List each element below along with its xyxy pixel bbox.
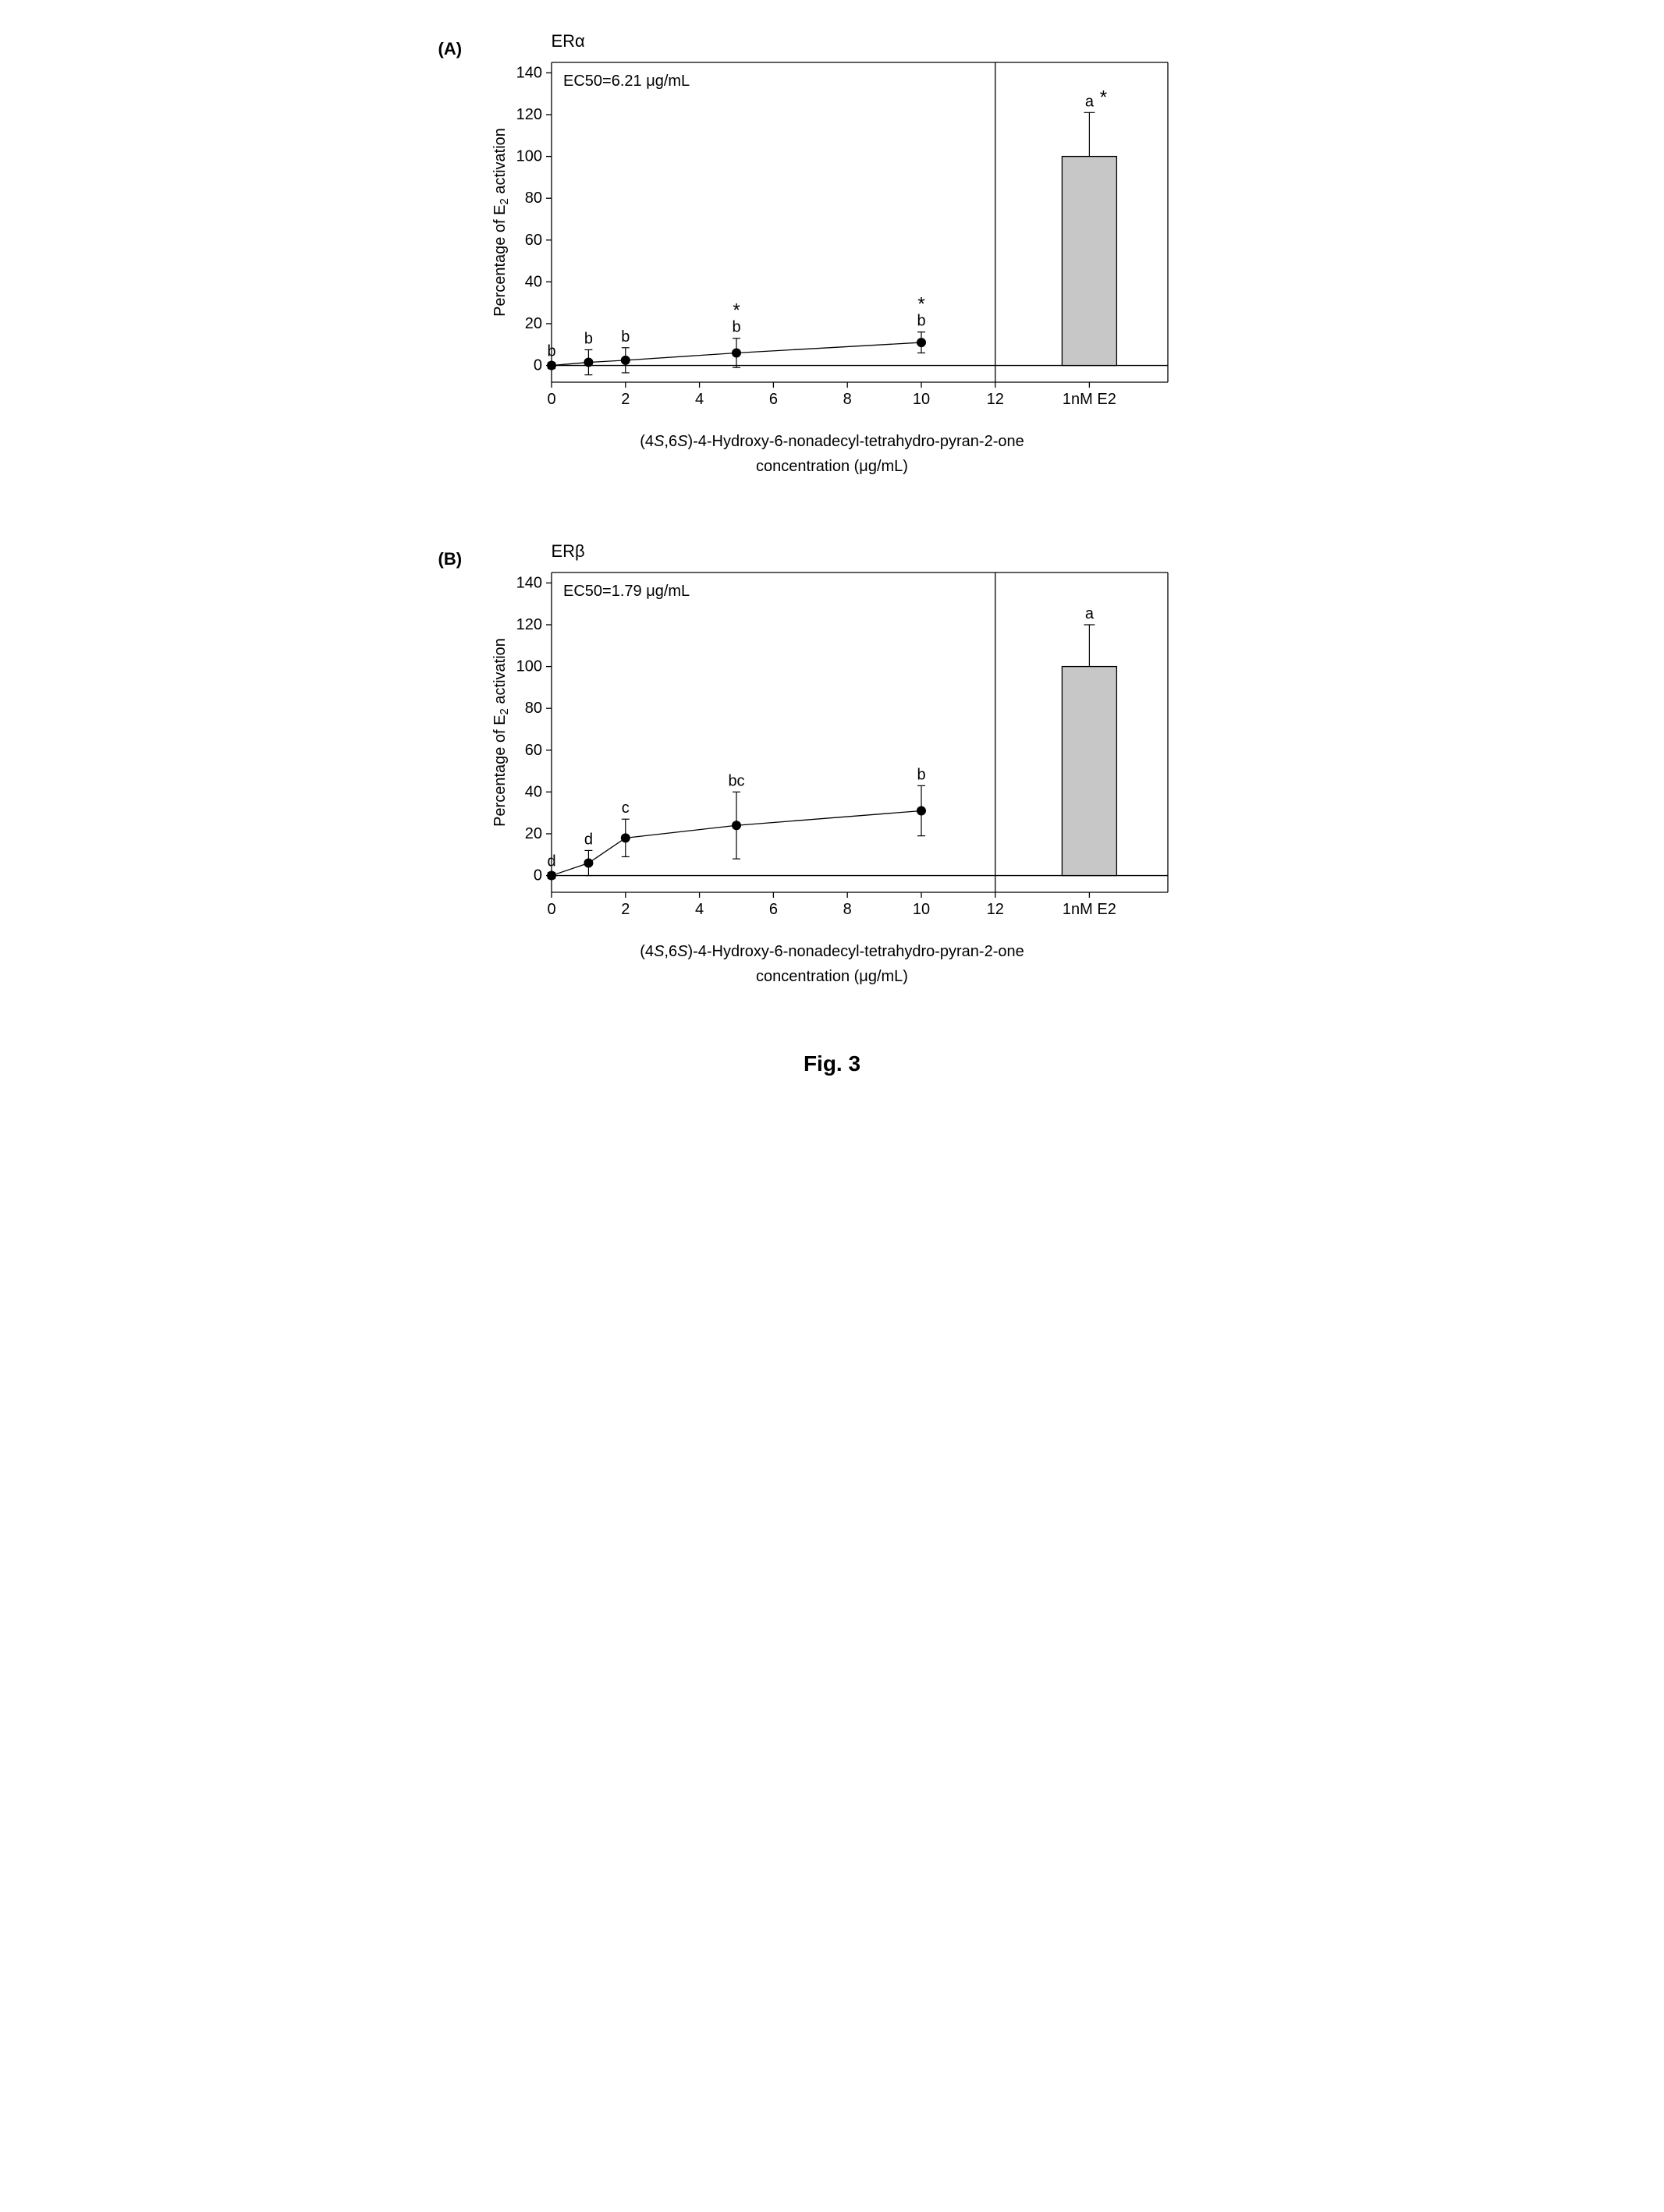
svg-text:0: 0 (547, 901, 555, 918)
panel-b-title: ERβ (552, 541, 1183, 562)
xlabel-suffix: )-4-Hydroxy-6-nonadecyl-tetrahydro-pyran… (687, 433, 1024, 450)
svg-text:b: b (917, 766, 925, 783)
svg-text:20: 20 (524, 315, 541, 332)
svg-text:0: 0 (533, 867, 541, 884)
svg-text:bc: bc (728, 772, 744, 789)
svg-text:6: 6 (768, 901, 777, 918)
xlabel-prefix: (4 (640, 943, 654, 960)
xlabel-s2: S (677, 943, 687, 960)
svg-text:4: 4 (695, 901, 704, 918)
svg-text:4: 4 (695, 391, 704, 408)
xlabel-line2: concentration (μg/mL) (756, 458, 908, 475)
xlabel-s1: S (654, 943, 664, 960)
svg-text:140: 140 (516, 64, 541, 81)
xlabel-suffix: )-4-Hydroxy-6-nonadecyl-tetrahydro-pyran… (687, 943, 1024, 960)
svg-text:80: 80 (524, 700, 541, 717)
svg-text:c: c (621, 799, 629, 817)
panel-a: (A) ERα 020406080100120140Percentage of … (481, 31, 1183, 479)
panel-b-xlabel: (4S,6S)-4-Hydroxy-6-nonadecyl-tetrahydro… (481, 939, 1183, 989)
panel-a-label: (A) (438, 39, 463, 59)
xlabel-mid: ,6 (664, 433, 677, 450)
svg-text:d: d (547, 853, 555, 870)
svg-text:0: 0 (533, 357, 541, 374)
svg-text:60: 60 (524, 742, 541, 759)
panel-b: (B) ERβ 020406080100120140Percentage of … (481, 541, 1183, 989)
svg-text:1nM E2: 1nM E2 (1062, 901, 1116, 918)
panel-b-chart: 020406080100120140Percentage of E2 activ… (481, 565, 1183, 931)
xlabel-s1: S (654, 433, 664, 450)
svg-text:120: 120 (516, 616, 541, 633)
svg-text:2: 2 (621, 901, 630, 918)
panel-a-title: ERα (552, 31, 1183, 51)
svg-text:Percentage of E2 activation: Percentage of E2 activation (491, 128, 511, 317)
svg-text:b: b (917, 313, 925, 330)
svg-text:a: a (1084, 605, 1094, 622)
svg-text:b: b (732, 319, 740, 336)
svg-text:0: 0 (547, 391, 555, 408)
svg-text:80: 80 (524, 190, 541, 207)
xlabel-mid: ,6 (664, 943, 677, 960)
panel-b-label: (B) (438, 549, 463, 569)
svg-text:a: a (1084, 93, 1094, 110)
svg-text:8: 8 (843, 391, 851, 408)
svg-text:40: 40 (524, 783, 541, 800)
svg-text:12: 12 (986, 391, 1003, 408)
svg-text:b: b (584, 330, 592, 347)
svg-text:120: 120 (516, 106, 541, 123)
panel-a-chart: 020406080100120140Percentage of E2 activ… (481, 55, 1183, 421)
svg-text:10: 10 (912, 391, 929, 408)
svg-text:2: 2 (621, 391, 630, 408)
svg-text:*: * (1099, 87, 1106, 108)
svg-text:b: b (621, 328, 630, 346)
svg-text:1nM E2: 1nM E2 (1062, 391, 1116, 408)
xlabel-prefix: (4 (640, 433, 654, 450)
figure-caption: Fig. 3 (481, 1051, 1183, 1076)
svg-text:100: 100 (516, 148, 541, 165)
svg-text:10: 10 (912, 901, 929, 918)
figure-container: (A) ERα 020406080100120140Percentage of … (481, 31, 1183, 1076)
svg-text:8: 8 (843, 901, 851, 918)
svg-text:60: 60 (524, 232, 541, 249)
svg-text:140: 140 (516, 574, 541, 591)
svg-text:Percentage of E2 activation: Percentage of E2 activation (491, 638, 511, 827)
svg-text:40: 40 (524, 273, 541, 290)
svg-text:b: b (547, 343, 555, 360)
svg-text:*: * (733, 300, 740, 321)
svg-text:EC50=6.21 μg/mL: EC50=6.21 μg/mL (563, 73, 690, 90)
svg-text:100: 100 (516, 658, 541, 675)
panel-a-xlabel: (4S,6S)-4-Hydroxy-6-nonadecyl-tetrahydro… (481, 429, 1183, 479)
svg-text:d: d (584, 831, 592, 848)
svg-text:EC50=1.79 μg/mL: EC50=1.79 μg/mL (563, 583, 690, 600)
svg-text:20: 20 (524, 825, 541, 842)
xlabel-line2: concentration (μg/mL) (756, 968, 908, 985)
svg-text:*: * (917, 294, 924, 315)
xlabel-s2: S (677, 433, 687, 450)
svg-text:6: 6 (768, 391, 777, 408)
svg-text:12: 12 (986, 901, 1003, 918)
